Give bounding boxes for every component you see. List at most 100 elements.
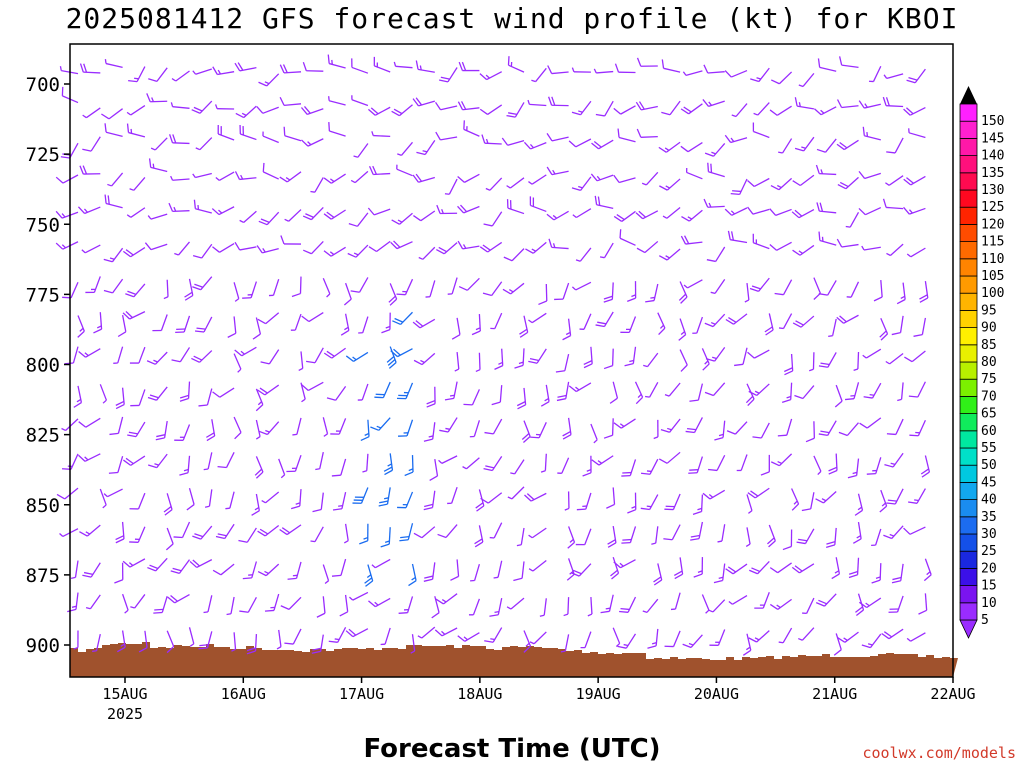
barb-feather — [291, 292, 301, 298]
barb-feather — [485, 74, 490, 79]
x-axis-title: Forecast Time (UTC) — [363, 734, 661, 764]
wind-barb — [904, 350, 926, 363]
colorbar-label: 50 — [981, 458, 997, 473]
barb-feather — [866, 472, 876, 475]
wind-barb — [78, 348, 101, 358]
barb-feather — [565, 331, 571, 336]
barb-feather — [424, 503, 434, 508]
barb-feather — [85, 606, 91, 610]
barb-feather — [593, 439, 598, 444]
barb-feather — [393, 61, 397, 67]
wind-barb — [468, 598, 481, 616]
barb-feather — [794, 394, 804, 400]
barb-staff — [924, 593, 928, 611]
barb-feather — [796, 541, 806, 545]
barb-feather — [882, 198, 887, 208]
wind-barb — [59, 528, 79, 538]
wind-barb — [122, 246, 146, 258]
barb-staff — [799, 174, 815, 187]
wind-barb — [726, 421, 748, 435]
barb-feather — [619, 423, 625, 427]
barb-staff — [111, 172, 124, 187]
barb-feather — [880, 333, 888, 341]
barb-feather — [370, 426, 380, 431]
barb-feather — [838, 431, 848, 437]
barb-feather — [752, 436, 762, 439]
wind-barb — [587, 597, 593, 617]
barb-feather — [480, 497, 489, 504]
barb-staff — [832, 318, 837, 336]
barb-feather — [815, 602, 825, 607]
wind-barb — [525, 241, 547, 254]
barb-staff — [900, 382, 904, 400]
barb-feather — [148, 78, 158, 82]
colorbar-swatch — [959, 172, 978, 191]
barb-staff — [520, 527, 525, 545]
colorbar-label: 145 — [981, 131, 1004, 146]
barb-feather — [704, 360, 709, 365]
barb-feather — [887, 499, 897, 502]
wind-barb — [636, 128, 658, 138]
wind-barb — [475, 489, 485, 512]
barb-staff — [121, 314, 127, 332]
wind-barb — [704, 382, 726, 397]
barb-feather — [745, 395, 754, 404]
barb-feather — [562, 335, 571, 341]
barb-feather — [881, 632, 890, 640]
barb-staff — [466, 457, 480, 470]
barb-staff — [188, 627, 195, 644]
barb-feather — [552, 243, 556, 248]
barb-feather — [751, 567, 761, 573]
barb-staff — [760, 422, 770, 439]
barb-staff — [489, 177, 503, 191]
wind-barb — [769, 241, 792, 251]
barb-staff — [322, 277, 331, 295]
colorbar-swatch — [959, 516, 978, 535]
barb-feather — [457, 176, 465, 183]
barb-feather — [445, 427, 450, 430]
barb-staff — [208, 489, 213, 507]
credit-link[interactable]: coolwx.com/models — [862, 744, 1016, 762]
barb-feather — [813, 108, 822, 116]
wind-barb — [641, 171, 659, 186]
barb-staff — [133, 177, 146, 191]
barb-feather — [681, 216, 690, 222]
barb-staff — [64, 487, 79, 500]
barb-staff — [575, 138, 592, 148]
wind-barb — [212, 243, 235, 253]
barb-feather — [906, 253, 912, 258]
barb-feather — [678, 334, 687, 341]
barb-feather — [107, 195, 110, 205]
barb-feather — [388, 361, 397, 369]
wind-barb — [567, 526, 576, 549]
wind-barb — [215, 171, 235, 181]
barb-feather — [528, 181, 533, 185]
barb-feather — [769, 567, 779, 574]
wind-barb — [368, 165, 391, 176]
barb-feather — [531, 248, 537, 252]
barb-feather — [566, 573, 575, 581]
barb-staff — [181, 521, 191, 538]
barb-feather — [476, 505, 485, 512]
wind-barb — [268, 278, 280, 297]
wind-barb — [531, 67, 547, 83]
barb-feather — [727, 230, 731, 240]
wind-barb — [390, 348, 413, 358]
wind-barb — [256, 384, 280, 396]
wind-barb — [528, 348, 547, 364]
barb-feather — [195, 147, 201, 151]
barb-feather — [906, 107, 914, 115]
barb-feather — [861, 644, 871, 649]
barb-feather — [730, 192, 740, 195]
barb-feather — [855, 609, 864, 616]
wind-barb — [416, 140, 436, 156]
barb-feather — [879, 330, 887, 338]
barb-feather — [179, 472, 189, 476]
barb-feather — [614, 63, 620, 73]
wind-barb — [153, 595, 168, 614]
barb-feather — [610, 569, 618, 577]
barb-feather — [484, 431, 494, 435]
y-tick-label: 750 — [26, 214, 60, 236]
barb-feather — [624, 363, 634, 367]
barb-feather — [246, 647, 256, 652]
